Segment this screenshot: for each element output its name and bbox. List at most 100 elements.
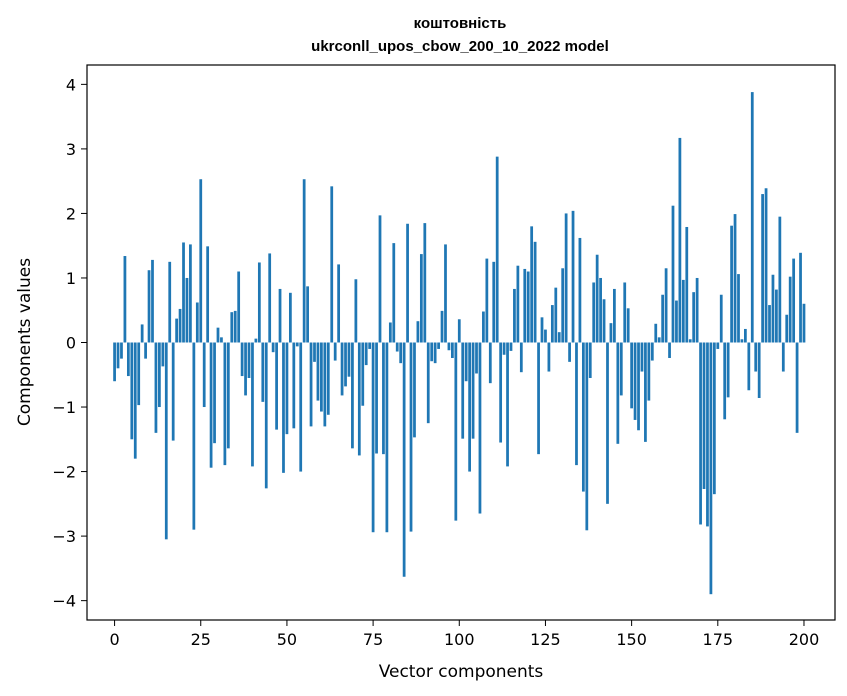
bar <box>399 342 403 364</box>
bar <box>795 342 799 433</box>
bar <box>326 342 330 415</box>
bar <box>433 342 437 364</box>
bar <box>723 342 727 420</box>
bar <box>781 342 785 372</box>
y-tick-label: 3 <box>66 140 76 159</box>
bar <box>126 342 130 377</box>
bar <box>485 258 489 343</box>
x-tick-label: 50 <box>277 630 297 649</box>
bar <box>375 342 378 454</box>
bar <box>471 342 475 439</box>
bar <box>513 288 516 343</box>
y-tick-label: −3 <box>52 527 76 546</box>
bar <box>578 237 582 343</box>
bar <box>747 342 751 391</box>
bar <box>757 342 761 398</box>
bar <box>799 252 802 343</box>
bar <box>340 342 344 396</box>
bar <box>237 271 241 343</box>
bar <box>619 342 623 396</box>
bar <box>288 292 292 343</box>
bar <box>240 342 244 377</box>
x-tick-label: 200 <box>789 630 820 649</box>
bar <box>788 276 792 343</box>
bar <box>675 300 678 343</box>
bar <box>509 342 513 351</box>
bar <box>151 259 154 343</box>
bar <box>716 342 720 349</box>
bar <box>706 342 709 527</box>
bar <box>192 342 196 530</box>
bar <box>430 342 434 362</box>
bar <box>271 342 275 353</box>
bar <box>195 302 199 343</box>
bar <box>657 337 661 343</box>
bar <box>482 311 485 343</box>
bar <box>492 261 496 343</box>
bar <box>313 342 316 362</box>
bar <box>654 323 658 343</box>
bar <box>451 342 454 358</box>
bar <box>185 277 189 343</box>
x-tick-label: 175 <box>703 630 734 649</box>
bar <box>523 268 527 343</box>
bar <box>499 342 503 443</box>
bar <box>137 342 141 406</box>
bar <box>189 244 192 343</box>
x-tick-label: 25 <box>191 630 211 649</box>
x-tick-label: 150 <box>616 630 647 649</box>
bar <box>175 318 178 343</box>
bar <box>299 342 303 472</box>
bar <box>171 342 175 441</box>
bar <box>233 310 237 343</box>
bar <box>216 327 220 343</box>
bar <box>426 342 430 424</box>
bar <box>606 342 609 504</box>
bar <box>750 92 754 343</box>
bar <box>337 264 341 343</box>
bar <box>330 186 334 343</box>
bar <box>602 299 606 343</box>
y-tick-label: 4 <box>66 75 76 94</box>
bar <box>547 342 551 372</box>
bar <box>613 288 616 343</box>
bar <box>464 342 468 382</box>
bar <box>737 274 740 343</box>
bar <box>568 342 571 362</box>
bar <box>764 188 768 343</box>
bar <box>526 271 530 343</box>
bar <box>554 287 558 343</box>
bar <box>609 323 613 343</box>
x-axis-ticks: 0 25 50 75 100 125 150 175 200 <box>109 620 819 649</box>
bar <box>768 305 771 343</box>
x-axis-label: Vector components <box>379 662 544 682</box>
bar <box>113 342 116 382</box>
bar <box>692 292 696 343</box>
bar <box>140 324 144 343</box>
bar <box>209 342 213 468</box>
bar <box>740 339 744 343</box>
bar <box>130 342 134 440</box>
bar <box>247 342 251 378</box>
bar <box>133 342 137 459</box>
bar <box>564 213 568 343</box>
bar <box>199 179 203 343</box>
bar <box>278 288 282 343</box>
bar <box>437 342 440 349</box>
bar <box>154 342 158 433</box>
bar <box>575 342 578 466</box>
bar <box>116 342 120 369</box>
bar <box>302 179 306 343</box>
bar <box>275 342 278 430</box>
bars-group <box>113 92 806 595</box>
bar <box>344 342 347 387</box>
bar <box>447 342 451 351</box>
bar <box>295 342 299 347</box>
bar <box>206 246 210 343</box>
bar <box>285 342 289 435</box>
bar <box>709 342 713 595</box>
y-tick-label: −1 <box>52 398 76 417</box>
bar <box>147 270 151 343</box>
bar <box>530 226 534 343</box>
